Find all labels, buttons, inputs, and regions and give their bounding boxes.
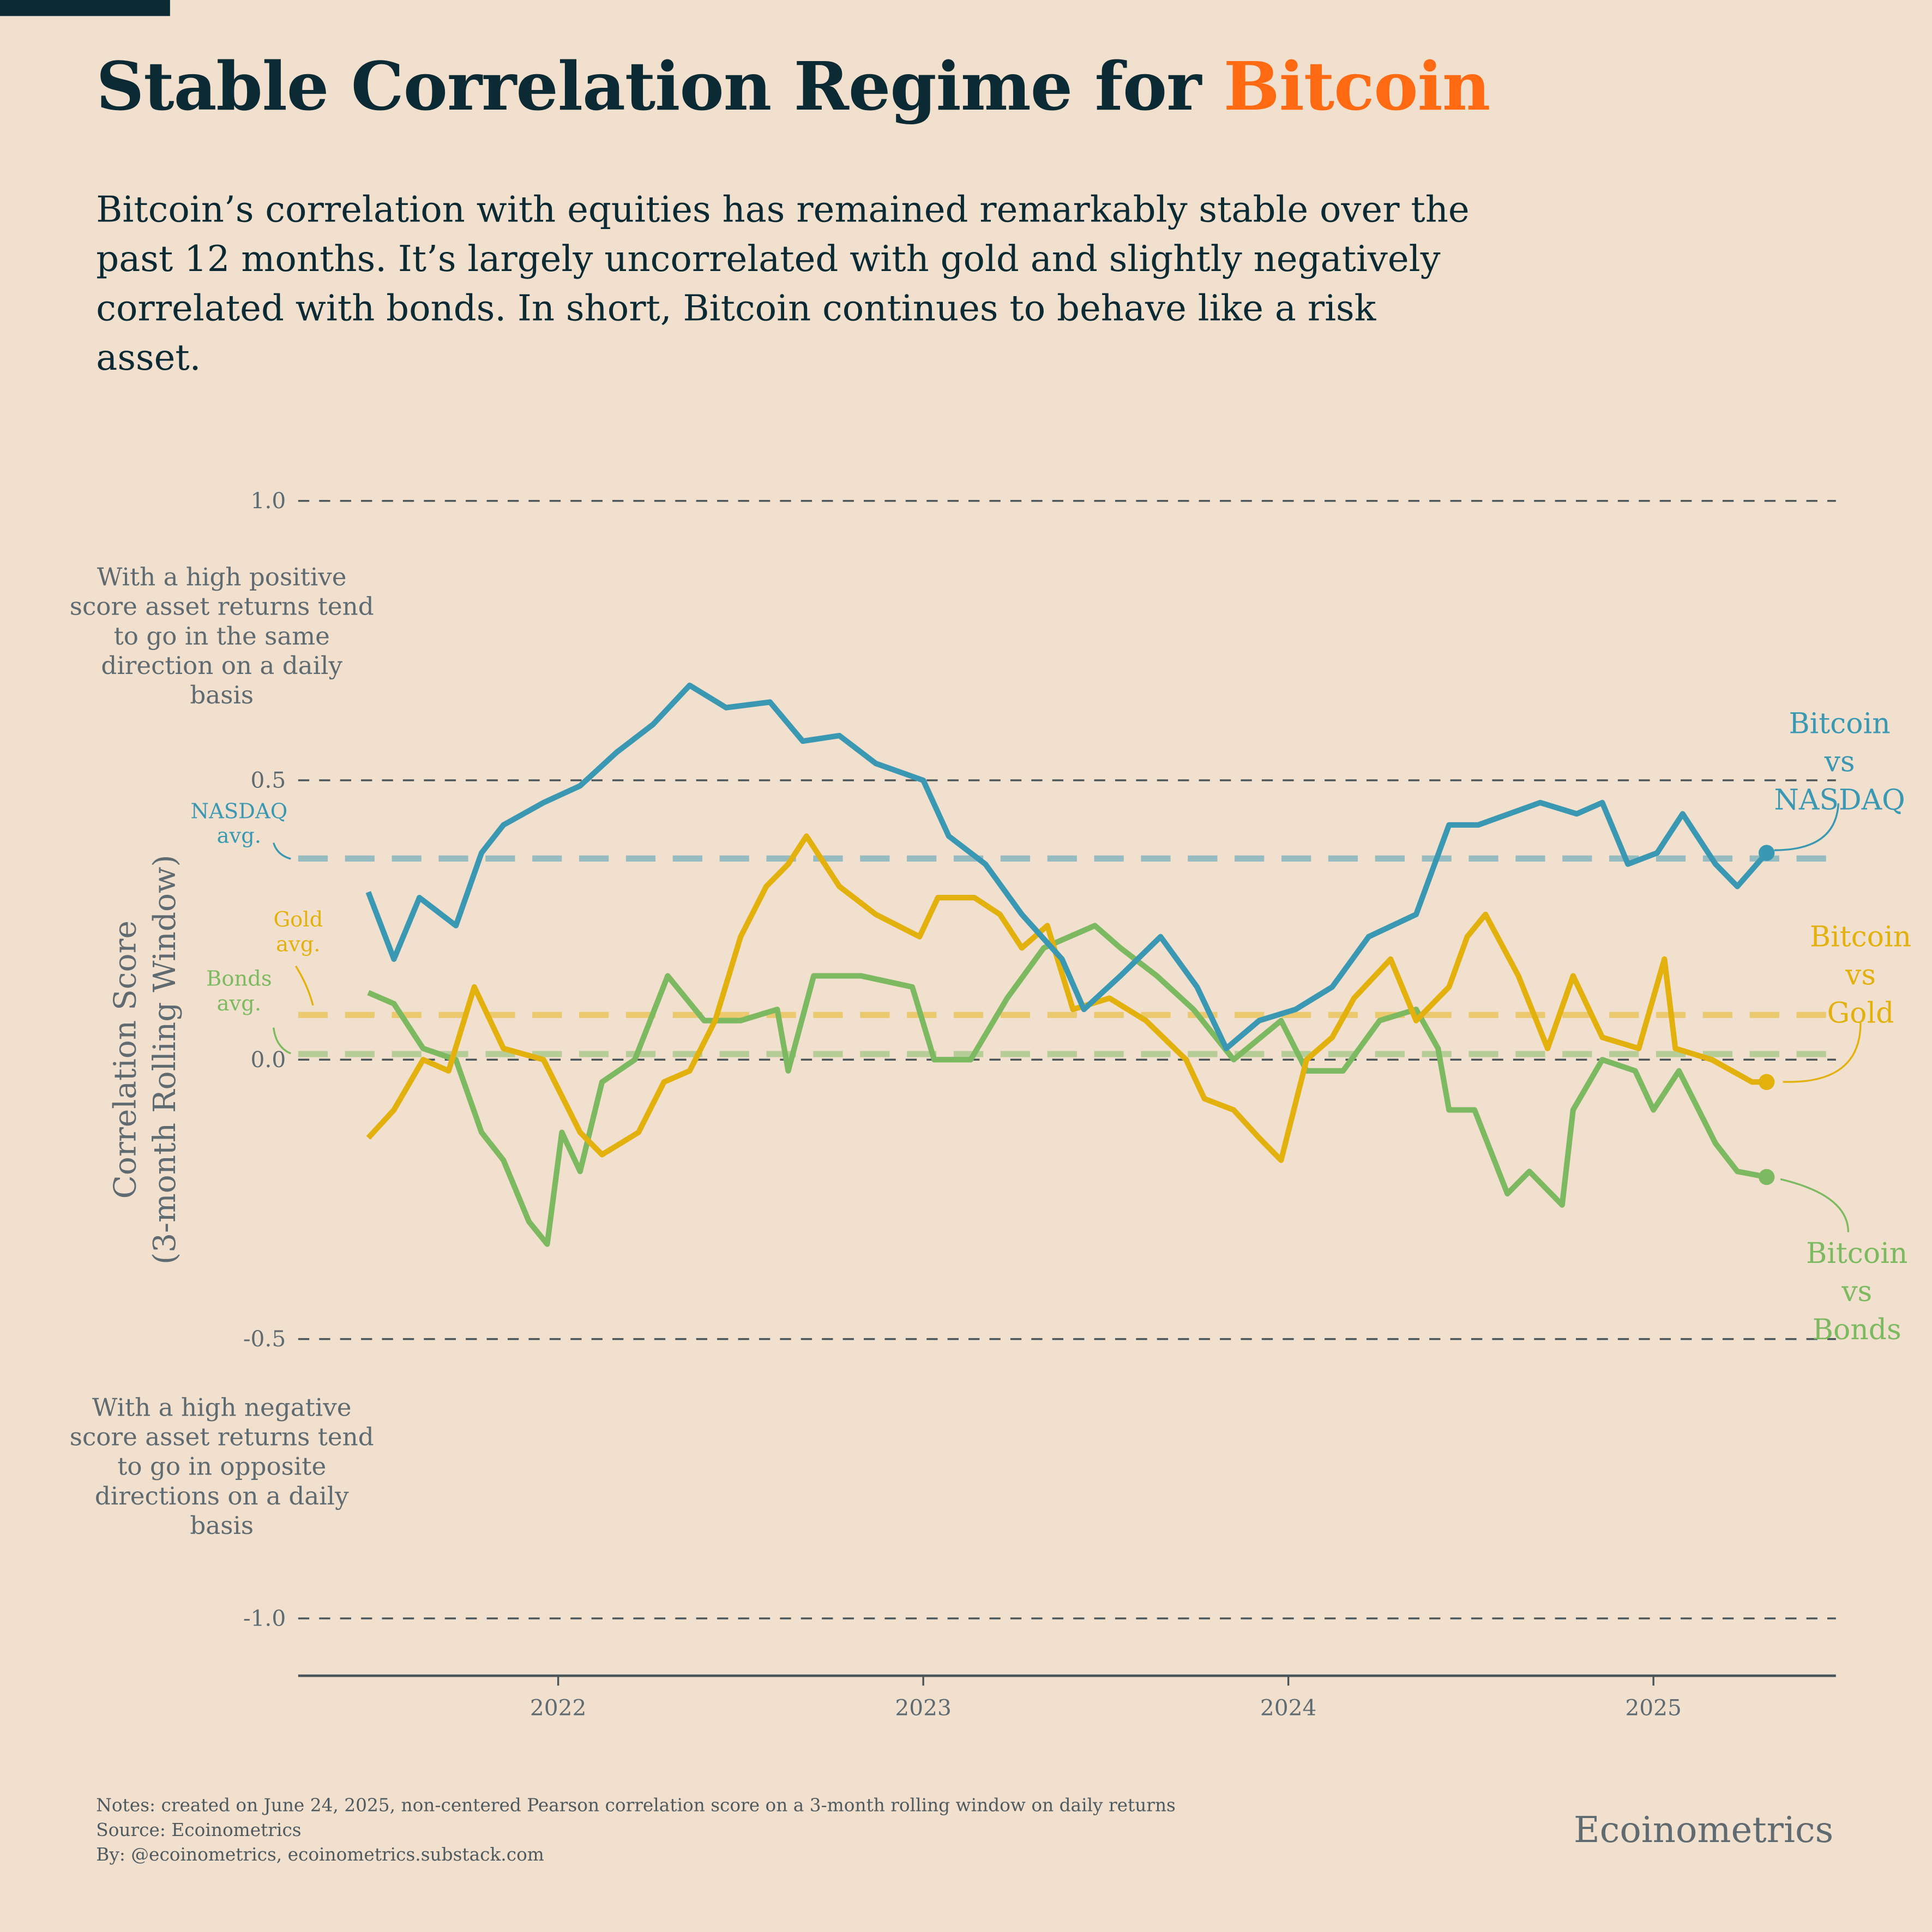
gold-avg-label: Gold (273, 907, 323, 932)
positive-annotation: With a high positive score asset returns… (69, 562, 374, 710)
nasdaq-avg-arrow (273, 842, 291, 860)
nasdaq-avg-label: NASDAQ (191, 799, 288, 823)
nasdaq-series-label: Bitcoin (1789, 707, 1890, 740)
y-tick-label: -0.5 (243, 1326, 286, 1352)
brand-logo: Ecoinometrics (1573, 1809, 1834, 1851)
bonds-series-label: Bitcoin (1806, 1237, 1907, 1270)
y-axis-label: Correlation Score (3-month Rolling Window… (108, 855, 183, 1265)
gold-label-arrow (1783, 1022, 1862, 1083)
x-tick-label: 2025 (1625, 1694, 1681, 1720)
gold-end-point (1759, 1074, 1775, 1090)
nasdaq-series-label: NASDAQ (1774, 784, 1905, 817)
gold-series-label: Bitcoin (1810, 920, 1911, 953)
y-axis-label-line: (3-month Rolling Window) (147, 855, 183, 1265)
gold-avg-label: avg. (276, 932, 320, 956)
gold-series-label: vs (1845, 959, 1876, 991)
y-tick-label: 1.0 (251, 487, 286, 514)
gold-avg-arrow (294, 965, 314, 1006)
bonds-avg-label: avg. (217, 991, 261, 1016)
x-tick-label: 2023 (895, 1694, 951, 1720)
title-highlight: Bitcoin (1223, 46, 1491, 126)
page-title: Stable Correlation Regime for Bitcoin (96, 47, 1490, 126)
bonds-end-point (1759, 1169, 1775, 1185)
y-axis-label-line: Correlation Score (108, 920, 143, 1199)
y-tick-label: -1.0 (243, 1605, 286, 1632)
brand-bar (0, 0, 170, 16)
y-tick-label: 0.0 (251, 1046, 286, 1073)
bonds-label-arrow (1780, 1178, 1850, 1232)
y-tick-label: 0.5 (251, 767, 286, 793)
subtitle: Bitcoin’s correlation with equities has … (96, 188, 1470, 378)
nasdaq-series-label: vs (1824, 746, 1855, 779)
footer-by: By: @ecoinometrics, ecoinometrics.substa… (96, 1845, 544, 1866)
footer: Notes: created on June 24, 2025, non-cen… (96, 1794, 1176, 1868)
x-tick-label: 2024 (1260, 1694, 1316, 1720)
footer-notes: Notes: created on June 24, 2025, non-cen… (96, 1796, 1176, 1816)
bonds-series-label: Bonds (1813, 1314, 1901, 1346)
bonds-avg-label: Bonds (206, 967, 272, 991)
nasdaq-series-line (365, 682, 1769, 1051)
nasdaq-end-point (1759, 845, 1775, 861)
gold-series-line (366, 833, 1767, 1163)
x-tick-label: 2022 (530, 1694, 586, 1720)
footer-source: Source: Ecoinometrics (96, 1821, 302, 1841)
bonds-series-label: vs (1841, 1275, 1872, 1308)
bonds-series-line (367, 923, 1767, 1247)
nasdaq-avg-label: avg. (217, 824, 261, 848)
title-prefix: Stable Correlation Regime for (96, 46, 1224, 126)
nasdaq-label-arrow (1774, 803, 1840, 851)
bonds-avg-arrow (272, 1027, 291, 1055)
negative-annotation: With a high negative score asset returns… (69, 1392, 374, 1540)
